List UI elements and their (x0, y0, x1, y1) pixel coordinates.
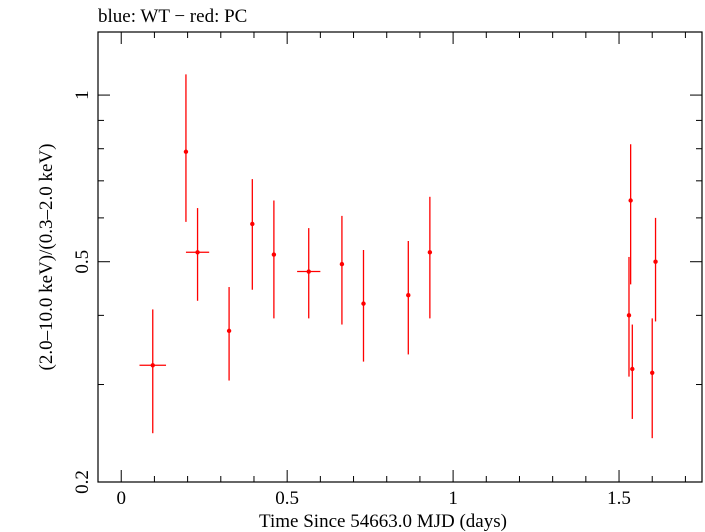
plot-frame (97, 31, 703, 483)
x-axis-label: Time Since 54663.0 MJD (days) (259, 511, 507, 532)
data-point (628, 144, 633, 285)
data-point (626, 256, 632, 377)
axis-ticks: 0 0.5 1 1.5 0.2 0.5 1 (72, 32, 702, 509)
data-marker (183, 149, 189, 154)
y-axis-label: (2.0–10.0 keV)/(0.3–2.0 keV) (36, 144, 57, 371)
data-point (427, 196, 433, 319)
data-marker (195, 250, 200, 255)
x-tick-label: 0 (116, 488, 126, 509)
data-point (271, 200, 277, 319)
data-marker (630, 366, 635, 372)
data-point (226, 287, 232, 381)
data-marker (406, 292, 411, 298)
data-marker (626, 313, 632, 318)
y-tick-label: 0.2 (72, 470, 93, 494)
data-marker (339, 261, 345, 267)
data-marker (150, 363, 155, 368)
data-marker (427, 250, 433, 255)
data-point (250, 179, 255, 290)
x-tick-label: 0.5 (275, 488, 299, 509)
data-point (650, 318, 655, 439)
data-point (406, 240, 411, 355)
data-marker (306, 269, 311, 274)
data-marker (653, 259, 658, 264)
data-points (139, 74, 658, 439)
y-tick-label: 1 (72, 90, 93, 100)
data-marker (650, 370, 655, 375)
data-point (297, 228, 321, 319)
data-point (630, 324, 635, 419)
chart-title: blue: WT − red: PC (98, 6, 247, 27)
data-marker (628, 198, 633, 203)
data-point (361, 249, 366, 362)
data-point (183, 74, 189, 222)
data-point (185, 208, 210, 301)
x-tick-label: 1 (448, 488, 458, 509)
data-point (139, 309, 167, 434)
y-tick-label: 0.5 (72, 250, 93, 274)
data-point (653, 217, 658, 322)
data-marker (226, 328, 232, 334)
data-marker (271, 252, 277, 257)
data-marker (361, 301, 366, 306)
data-marker (250, 221, 255, 227)
x-tick-label: 1.5 (607, 488, 631, 509)
data-point (339, 215, 345, 325)
